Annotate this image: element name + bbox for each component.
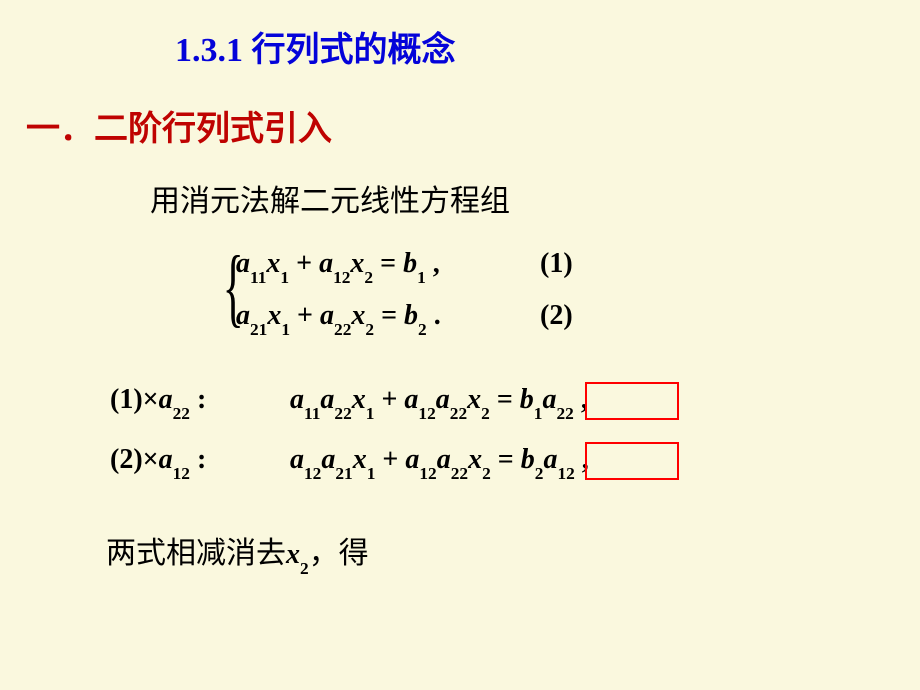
subsection-title: 一．二阶行列式引入: [0, 71, 920, 150]
intro-line: 用消元法解二元线性方程组: [0, 150, 920, 220]
step-1-rhs: a11a22x1 + a12a22x2 = b1a22 ,: [290, 384, 588, 420]
highlight-box-1: [585, 382, 679, 420]
step-2: (2)×a12 : a12a21x1 + a12a22x2 = b2a12 ,: [110, 444, 920, 490]
step-2-rhs: a12a21x1 + a12a22x2 = b2a12 ,: [290, 444, 589, 480]
highlight-box-2: [585, 442, 679, 480]
equation-2-tag: (2): [540, 300, 573, 332]
equation-2: a21x1 + a22x2 = b2 .: [236, 300, 441, 336]
conclusion-line: 两式相减消去x2，得: [0, 490, 920, 575]
step-1-lhs: (1)×a22 :: [110, 384, 206, 420]
step-1: (1)×a22 : a11a22x1 + a12a22x2 = b1a22 ,: [110, 384, 920, 430]
equation-1-tag: (1): [540, 248, 573, 280]
section-title: 1.3.1 行列式的概念: [0, 0, 920, 71]
step-2-lhs: (2)×a12 :: [110, 444, 206, 480]
equation-system: { a11x1 + a12x2 = b1 , (1) a21x1 + a22x2…: [230, 244, 920, 354]
equation-1: a11x1 + a12x2 = b1 ,: [236, 248, 440, 284]
